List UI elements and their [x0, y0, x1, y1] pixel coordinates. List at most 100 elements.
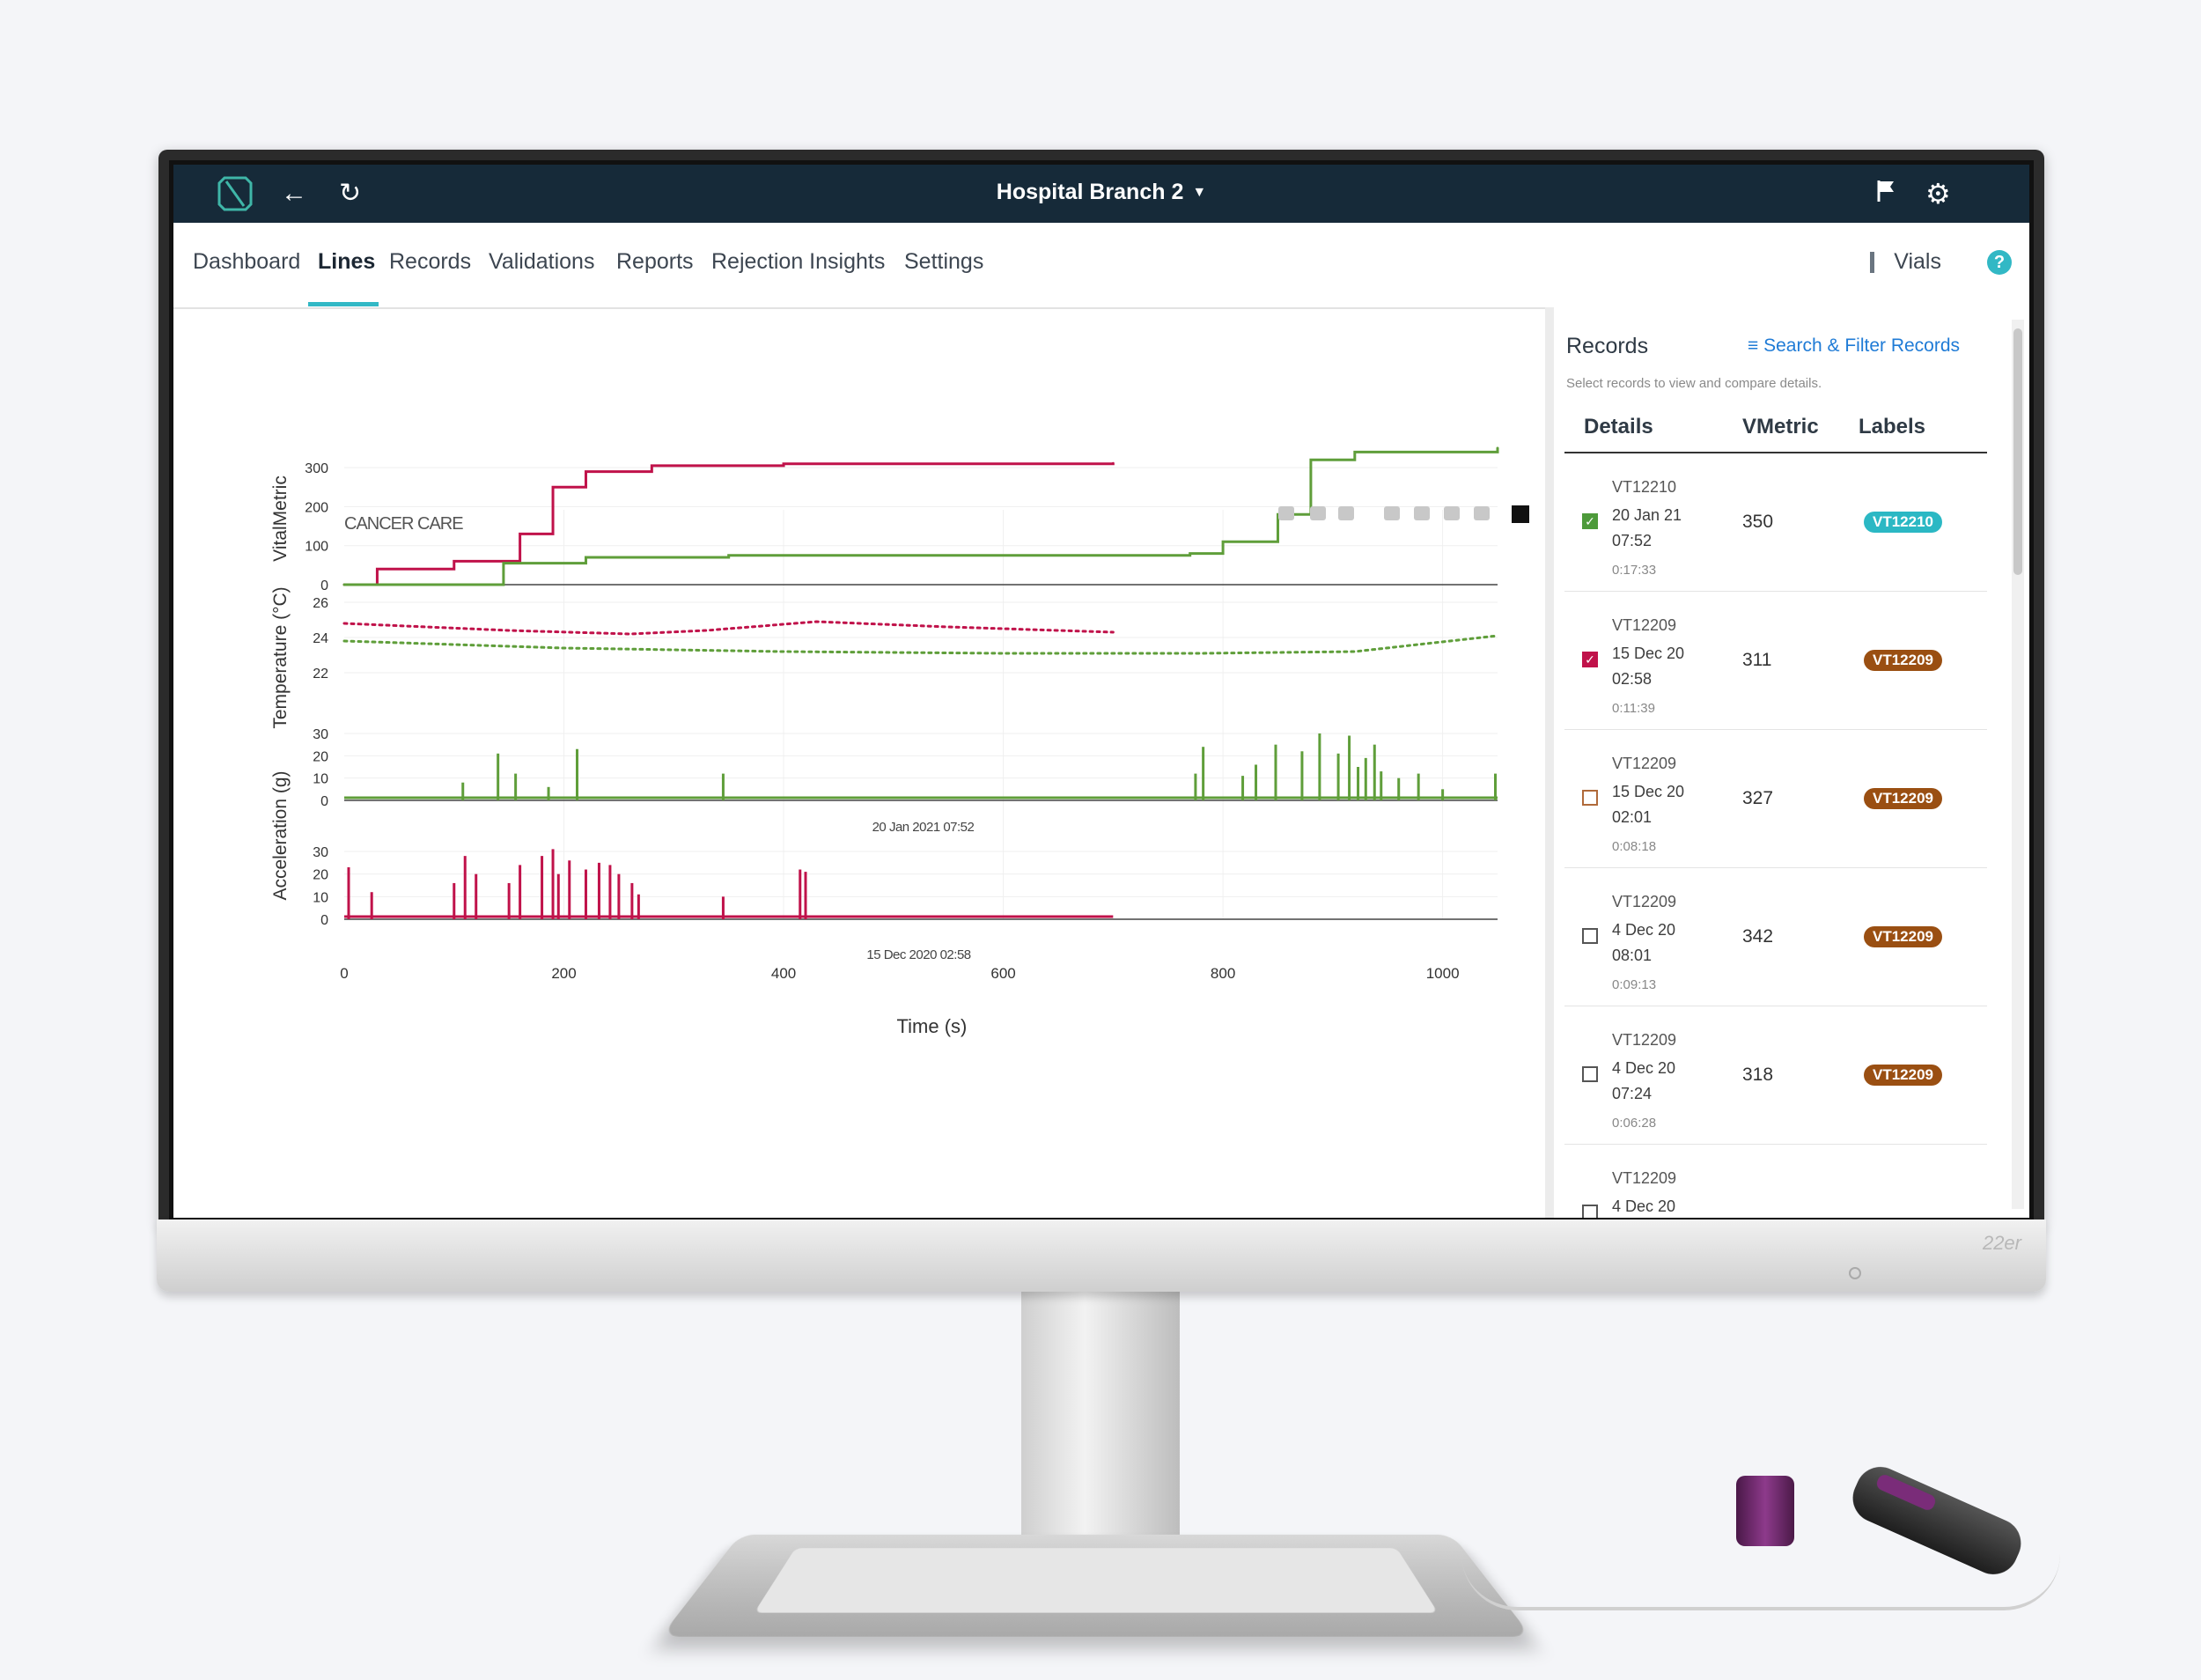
record-row[interactable]: VT12209 4 Dec 20	[1564, 1145, 1987, 1218]
record-checkbox[interactable]: ✓	[1582, 513, 1598, 529]
vial-icon	[1870, 252, 1874, 273]
help-icon[interactable]: ?	[1987, 250, 2012, 275]
x-tick-label: 1000	[1426, 965, 1460, 982]
monitor-stand-base	[660, 1535, 1531, 1637]
zoom-icon[interactable]	[1310, 506, 1326, 520]
record-row[interactable]: ✓ VT12209 15 Dec 20 02:58 0:11:39 311 VT12209	[1564, 592, 1987, 730]
tab-records[interactable]: Records	[389, 249, 471, 275]
active-tab-indicator	[308, 302, 379, 306]
autoscale-icon[interactable]	[1444, 506, 1460, 520]
chart-svg[interactable]: 0100200300222426010203001020300 200 400 600…	[173, 307, 1545, 1218]
tab-lines[interactable]: Lines	[318, 249, 375, 275]
record-checkbox[interactable]	[1582, 790, 1598, 806]
temperature-series-line	[344, 636, 1498, 653]
record-checkbox[interactable]: ✓	[1582, 652, 1598, 667]
scrollbar-thumb[interactable]	[2013, 328, 2022, 575]
y-tick-label: 10	[313, 772, 328, 787]
camera-icon[interactable]	[1278, 506, 1294, 520]
monitor-model-label: 22er	[1983, 1232, 2021, 1255]
record-duration: 0:06:28	[1612, 1116, 1656, 1131]
branch-selector[interactable]: Hospital Branch 2 ▼	[173, 180, 2029, 205]
y-axis-title-vitalmetric: VitalMetric	[270, 475, 291, 562]
record-date: 4 Dec 20 07:24	[1612, 1056, 1709, 1107]
record-vmetric: 342	[1742, 926, 1773, 947]
tab-reports[interactable]: Reports	[616, 249, 694, 275]
col-details[interactable]: Details	[1584, 415, 1653, 439]
col-vmetric[interactable]: VMetric	[1742, 415, 1819, 439]
y-tick-label: 200	[305, 500, 328, 515]
pan-icon[interactable]	[1338, 506, 1354, 520]
search-filter-records-button[interactable]: ≡ Search & Filter Records	[1748, 335, 1960, 357]
x-tick-label: 400	[771, 965, 796, 982]
search-filter-label: Search & Filter Records	[1763, 335, 1960, 356]
y-tick-label: 30	[313, 727, 328, 742]
record-row[interactable]: VT12209 4 Dec 20 07:24 0:06:28 318 VT12209	[1564, 1006, 1987, 1145]
tab-settings[interactable]: Settings	[904, 249, 983, 275]
record-vmetric: 327	[1742, 788, 1773, 809]
col-labels[interactable]: Labels	[1859, 415, 1925, 439]
x-tick-label: 800	[1211, 965, 1235, 982]
power-button	[1849, 1267, 1861, 1279]
y-tick-label: 22	[313, 667, 328, 682]
nav-bar: Dashboard Lines Records Validations Repo…	[173, 223, 2029, 309]
temperature-series-line	[344, 622, 1113, 634]
x-axis-title: Time (s)	[897, 1015, 968, 1037]
record-row[interactable]: ✓ VT12210 20 Jan 21 07:52 0:17:33 350 VT12210	[1564, 453, 1987, 592]
record-id: VT12209	[1612, 893, 1676, 911]
y-tick-label: 300	[305, 461, 328, 476]
vials-link[interactable]: Vials	[1870, 249, 1941, 275]
gear-icon[interactable]: ⚙	[1925, 179, 1951, 209]
y-axis-title-temperature: Temperature (°C)	[270, 586, 291, 728]
chart-annotation: CANCER CARE	[344, 514, 463, 534]
tab-rejection-insights[interactable]: Rejection Insights	[711, 249, 885, 275]
y-tick-label: 100	[305, 540, 328, 555]
monitor-chin: 22er	[157, 1219, 2046, 1292]
x-tick-label: 200	[551, 965, 576, 982]
record-row[interactable]: VT12209 15 Dec 20 02:01 0:08:18 327 VT12209	[1564, 730, 1987, 868]
record-duration: 0:09:13	[1612, 977, 1656, 992]
chevron-down-icon: ▼	[1192, 185, 1206, 200]
record-id: VT12209	[1612, 1169, 1676, 1188]
record-label-badge: VT12209	[1864, 926, 1942, 947]
y-tick-label: 0	[320, 578, 328, 593]
panel-splitter[interactable]	[1545, 307, 1554, 1218]
record-date: 4 Dec 20	[1612, 1194, 1709, 1218]
records-scrollbar[interactable]	[2012, 320, 2024, 1209]
tab-validations[interactable]: Validations	[489, 249, 594, 275]
record-duration: 0:11:39	[1612, 701, 1655, 716]
record-vmetric: 318	[1742, 1065, 1773, 1086]
y-tick-label: 0	[320, 913, 328, 928]
zoom-in-icon[interactable]	[1384, 506, 1400, 520]
records-panel: Records ≡ Search & Filter Records Select…	[1554, 307, 2029, 1218]
x-tick-label: 0	[340, 965, 348, 982]
record-id: VT12210	[1612, 478, 1676, 497]
record-id: VT12209	[1612, 1031, 1676, 1050]
zoom-out-icon[interactable]	[1414, 506, 1430, 520]
record-date: 15 Dec 20 02:01	[1612, 779, 1709, 830]
record-duration: 0:08:18	[1612, 839, 1656, 854]
record-vmetric: 350	[1742, 512, 1773, 533]
flag-icon[interactable]	[1876, 179, 1897, 210]
y-axis-title-acceleration: Acceleration (g)	[270, 770, 291, 900]
tab-dashboard[interactable]: Dashboard	[193, 249, 300, 275]
record-date: 20 Jan 21 07:52	[1612, 503, 1709, 554]
app-screen: ← ↻ Hospital Branch 2 ▼ ⚙ Dashboard Lines…	[173, 165, 2029, 1218]
record-row[interactable]: VT12209 4 Dec 20 08:01 0:09:13 342 VT12209	[1564, 868, 1987, 1006]
records-table-header: Details VMetric Labels	[1564, 406, 1987, 453]
y-tick-label: 30	[313, 845, 328, 860]
timestamp-red: 15 Dec 2020 02:58	[866, 947, 970, 962]
plotly-logo-icon[interactable]	[1512, 505, 1529, 523]
record-vmetric: 311	[1742, 650, 1771, 671]
record-checkbox[interactable]	[1582, 1066, 1598, 1082]
record-label-badge: VT12210	[1864, 512, 1942, 533]
record-checkbox[interactable]	[1582, 1205, 1598, 1218]
record-label-badge: VT12209	[1864, 788, 1942, 809]
filter-icon: ≡	[1748, 335, 1758, 356]
record-checkbox[interactable]	[1582, 928, 1598, 944]
top-bar: ← ↻ Hospital Branch 2 ▼ ⚙	[173, 165, 2029, 223]
x-tick-label: 600	[990, 965, 1015, 982]
home-icon[interactable]	[1474, 506, 1490, 520]
y-tick-label: 24	[313, 631, 328, 646]
records-title: Records	[1566, 334, 1648, 359]
chart-area: 0 100 200 300 22 24 26 0 10 20 30 0 10 20 30 0 200 400 600…	[173, 307, 1545, 1218]
